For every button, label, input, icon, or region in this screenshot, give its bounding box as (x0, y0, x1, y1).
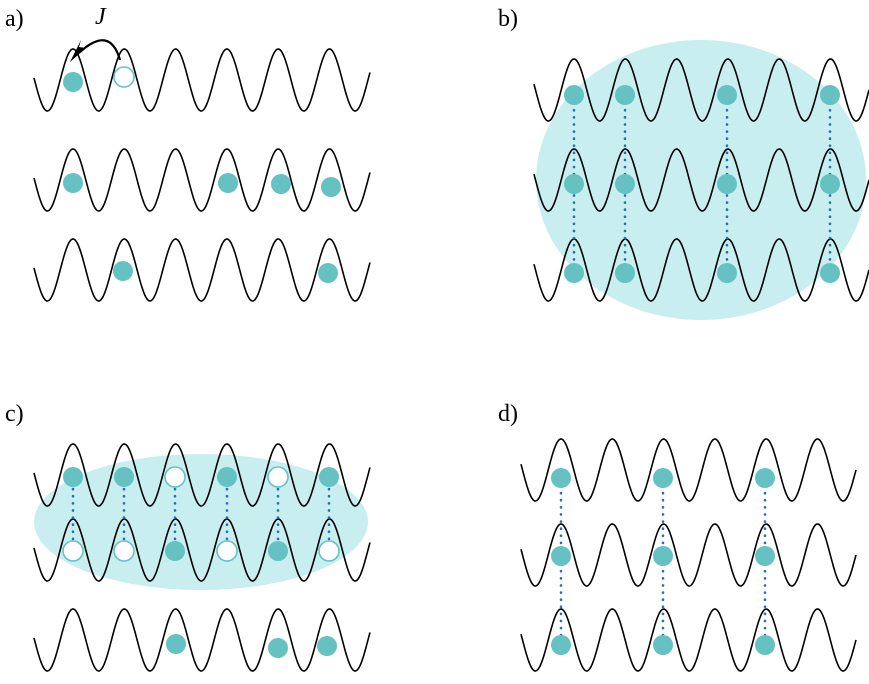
panel-c-atom (114, 467, 134, 487)
hop-arrow-icon (79, 39, 122, 61)
panel-c-hole (164, 466, 186, 488)
panel-d-atom (551, 546, 571, 566)
panel-b-atom (820, 174, 840, 194)
panel-c-atom (63, 467, 83, 487)
panel-a-atom (218, 173, 238, 193)
panel-c-atom (217, 467, 237, 487)
ellipse-panel-c (34, 454, 368, 590)
panel-c-hole (113, 540, 135, 562)
panel-b-atom (615, 85, 635, 105)
atoms (62, 66, 840, 658)
panel-a-atom (271, 174, 291, 194)
panel-label-c: c) (5, 401, 24, 427)
panel-d-atom (755, 635, 775, 655)
panel-c-atom (166, 634, 186, 654)
panel-a-atom (318, 263, 338, 283)
panel-a-atom (321, 177, 341, 197)
panel-b-wave-1 (533, 58, 869, 122)
panel-c-atom (319, 467, 339, 487)
panel-b-wave-2 (533, 148, 869, 212)
panel-a-wave-2 (33, 148, 371, 212)
panel-d-wave-2 (520, 523, 857, 587)
panel-a-atom (63, 173, 83, 193)
panel-c-hole (267, 466, 289, 488)
panel-d-atom (653, 546, 673, 566)
panel-label-d: d) (498, 401, 518, 427)
hopping-label: J (95, 4, 107, 30)
panel-b-atom (717, 174, 737, 194)
panel-a-atom (113, 261, 133, 281)
panel-c-atom (268, 638, 288, 658)
panel-d-atom (755, 468, 775, 488)
panel-d-atom (551, 468, 571, 488)
panel-d-wave-1 (520, 438, 857, 502)
panel-b-wave-3 (533, 238, 869, 302)
panel-b-atom (564, 174, 584, 194)
panel-c-hole (216, 540, 238, 562)
panel-label-b: b) (498, 6, 518, 32)
panel-label-a: a) (5, 6, 24, 32)
panel-a-hole (113, 66, 135, 88)
panel-b-atom (615, 174, 635, 194)
panel-d-atom (653, 468, 673, 488)
potential-waves (33, 48, 869, 672)
panel-a-wave-1 (33, 48, 371, 112)
panel-c-wave-3 (33, 608, 371, 672)
panel-b-atom (615, 263, 635, 283)
hop-arrowhead-icon (70, 40, 86, 62)
panel-c-atom (317, 636, 337, 656)
panel-c-hole (62, 540, 84, 562)
panel-d-atom (551, 635, 571, 655)
panel-b-atom (820, 85, 840, 105)
panel-a-wave-3 (33, 238, 371, 302)
panel-d-wave-3 (520, 608, 857, 672)
panel-d-atom (653, 635, 673, 655)
panel-b-atom (564, 85, 584, 105)
panel-b-atom (820, 263, 840, 283)
panel-b-atom (717, 85, 737, 105)
panel-d-atom (755, 546, 775, 566)
panel-c-wave-2 (33, 518, 371, 582)
panel-c-hole (318, 540, 340, 562)
panel-c-wave-1 (33, 443, 371, 507)
panel-b-atom (717, 263, 737, 283)
panel-a-atom (63, 72, 83, 92)
panel-c-atom (268, 541, 288, 561)
panel-c-atom (165, 541, 185, 561)
panel-b-atom (564, 263, 584, 283)
